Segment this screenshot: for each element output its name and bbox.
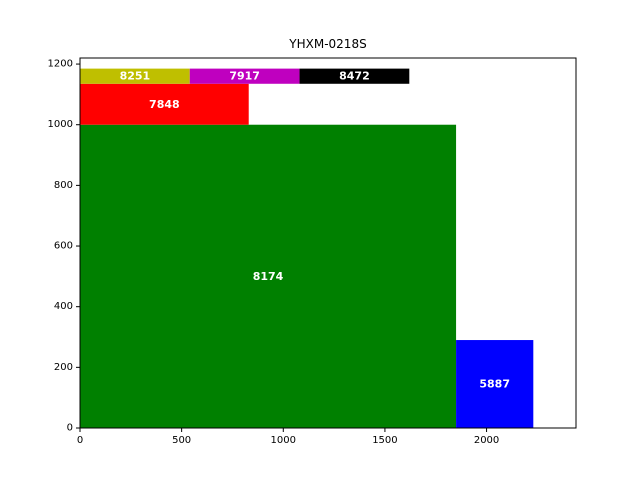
plot-frame — [79, 57, 577, 429]
rect-8472 — [299, 68, 410, 84]
y-tick-label: 1200 — [48, 59, 73, 70]
y-tick-label: 0 — [67, 423, 73, 434]
rect-label-7917: 7917 — [229, 70, 260, 83]
y-tick-label: 200 — [54, 362, 73, 373]
y-tick-label: 1000 — [48, 119, 73, 130]
rect-label-5887: 5887 — [479, 378, 510, 391]
y-tick-label: 600 — [54, 241, 73, 252]
chart-title: YHXM-0218S — [288, 37, 366, 51]
rect-label-8174: 8174 — [253, 270, 284, 283]
rectangles: 8174 5887 7848 8251 7917 8472 — [80, 68, 534, 428]
x-tick-label: 2000 — [474, 435, 499, 446]
x-tick-label: 1500 — [372, 435, 397, 446]
rect-7848 — [80, 83, 249, 125]
rect-label-7848: 7848 — [149, 98, 180, 111]
rect-7917 — [189, 68, 300, 84]
y-tick-label: 800 — [54, 180, 73, 191]
y-axis: 0 200 400 600 800 1000 1200 — [48, 59, 80, 434]
y-tick-label: 400 — [54, 301, 73, 312]
x-tick-label: 0 — [77, 435, 83, 446]
x-axis: 0 500 1000 1500 2000 — [77, 428, 499, 446]
x-tick-label: 1000 — [271, 435, 296, 446]
rect-label-8251: 8251 — [120, 70, 151, 83]
rect-label-8472: 8472 — [339, 70, 370, 83]
rect-8174 — [80, 124, 457, 428]
x-tick-label: 500 — [172, 435, 191, 446]
rect-8251 — [80, 68, 190, 84]
rect-5887 — [456, 340, 534, 428]
